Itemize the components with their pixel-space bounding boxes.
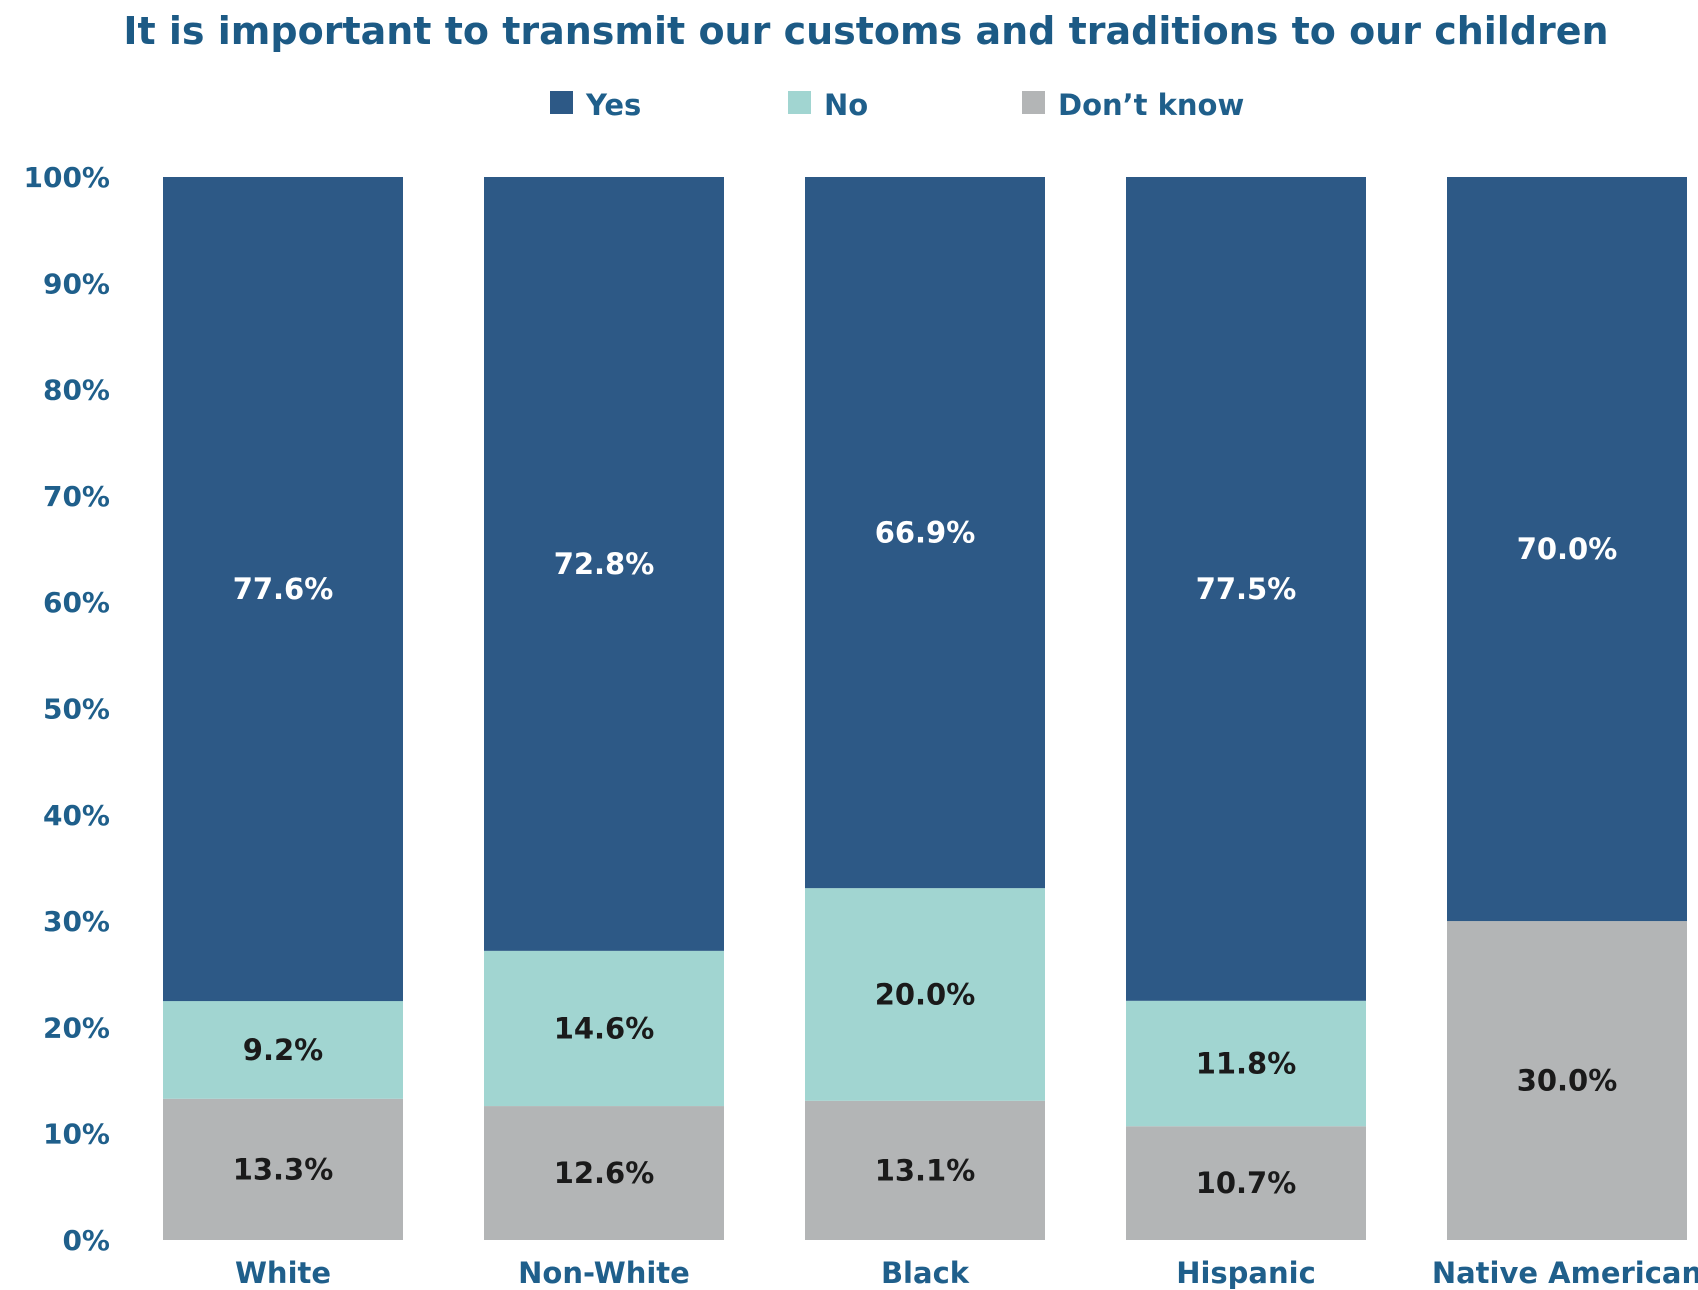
x-category-label: Non-White — [518, 1256, 690, 1290]
bar-segment-don-t-know — [1126, 1126, 1366, 1240]
bar-segment-don-t-know — [484, 1106, 724, 1240]
legend-label-no: No — [824, 88, 868, 122]
legend-swatch-no — [788, 91, 811, 114]
data-label-no: 14.6% — [554, 1011, 655, 1045]
legend: Yes No Don’t know — [550, 88, 1244, 122]
bar-segment-no — [484, 950, 724, 1107]
x-axis: White Non-White Black Hispanic Native Americ… — [235, 1256, 1698, 1290]
y-tick-label: 80% — [43, 374, 110, 407]
data-label-no: 20.0% — [875, 977, 976, 1011]
bar-segment-yes — [484, 177, 724, 951]
data-label-don-t-know: 12.6% — [554, 1156, 655, 1190]
bars: 13.3% 9.2% 77.6% 12.6% 14.6% 72.8% 13.1% 20.0% 6… — [163, 177, 1687, 1240]
y-tick-label: 30% — [43, 905, 110, 938]
bar-segment-yes — [163, 177, 403, 1002]
data-label-don-t-know: 30.0% — [1517, 1064, 1618, 1098]
legend-swatch-yes — [550, 91, 573, 114]
bar-segment-yes — [805, 177, 1045, 889]
y-tick-label: 70% — [43, 480, 110, 513]
bar-segment-no — [1126, 1000, 1366, 1127]
bar-group-native-american: 30.0% 70.0% — [1447, 177, 1687, 1240]
data-label-don-t-know: 10.7% — [1196, 1166, 1297, 1200]
data-label-yes: 77.5% — [1196, 572, 1297, 606]
x-category-label: Native American — [1432, 1256, 1698, 1290]
y-tick-label: 20% — [43, 1011, 110, 1044]
legend-label-don-t-know: Don’t know — [1058, 88, 1244, 122]
bar-segment-no — [163, 1000, 403, 1099]
y-tick-label: 60% — [43, 586, 110, 619]
x-category-label: Black — [881, 1256, 970, 1290]
bar-group-non-white: 12.6% 14.6% 72.8% — [484, 177, 724, 1240]
legend-swatch-don-t-know — [1022, 91, 1045, 114]
bar-segment-don-t-know — [1447, 921, 1687, 1240]
x-category-label: White — [235, 1256, 331, 1290]
bar-segment-yes — [1126, 177, 1366, 1001]
data-label-don-t-know: 13.1% — [875, 1153, 976, 1187]
legend-label-yes: Yes — [585, 88, 641, 122]
bar-segment-don-t-know — [805, 1100, 1045, 1240]
y-tick-label: 50% — [43, 693, 110, 726]
bar-segment-yes — [1447, 177, 1687, 922]
bar-group-black: 13.1% 20.0% 66.9% — [805, 177, 1045, 1240]
data-label-no: 11.8% — [1196, 1047, 1297, 1081]
bar-segment-don-t-know — [163, 1098, 403, 1240]
data-label-yes: 72.8% — [554, 547, 655, 581]
y-tick-label: 10% — [43, 1118, 110, 1151]
bar-group-white: 13.3% 9.2% 77.6% — [163, 177, 403, 1240]
bar-group-hispanic: 10.7% 11.8% 77.5% — [1126, 177, 1366, 1240]
data-label-no: 9.2% — [243, 1033, 323, 1067]
x-category-label: Hispanic — [1176, 1256, 1316, 1290]
bar-segment-no — [805, 888, 1045, 1101]
y-tick-label: 0% — [62, 1224, 110, 1257]
data-label-yes: 66.9% — [875, 516, 976, 550]
y-axis: 0% 10% 20% 30% 40% 50% 60% 70% 80% 90% 100% — [23, 161, 110, 1257]
y-tick-label: 90% — [43, 267, 110, 300]
data-label-don-t-know: 13.3% — [233, 1152, 334, 1186]
y-tick-label: 40% — [43, 799, 110, 832]
y-tick-label: 100% — [23, 161, 110, 194]
data-label-yes: 77.6% — [233, 572, 334, 606]
chart-title: It is important to transmit our customs … — [123, 9, 1608, 53]
data-label-yes: 70.0% — [1517, 532, 1618, 566]
